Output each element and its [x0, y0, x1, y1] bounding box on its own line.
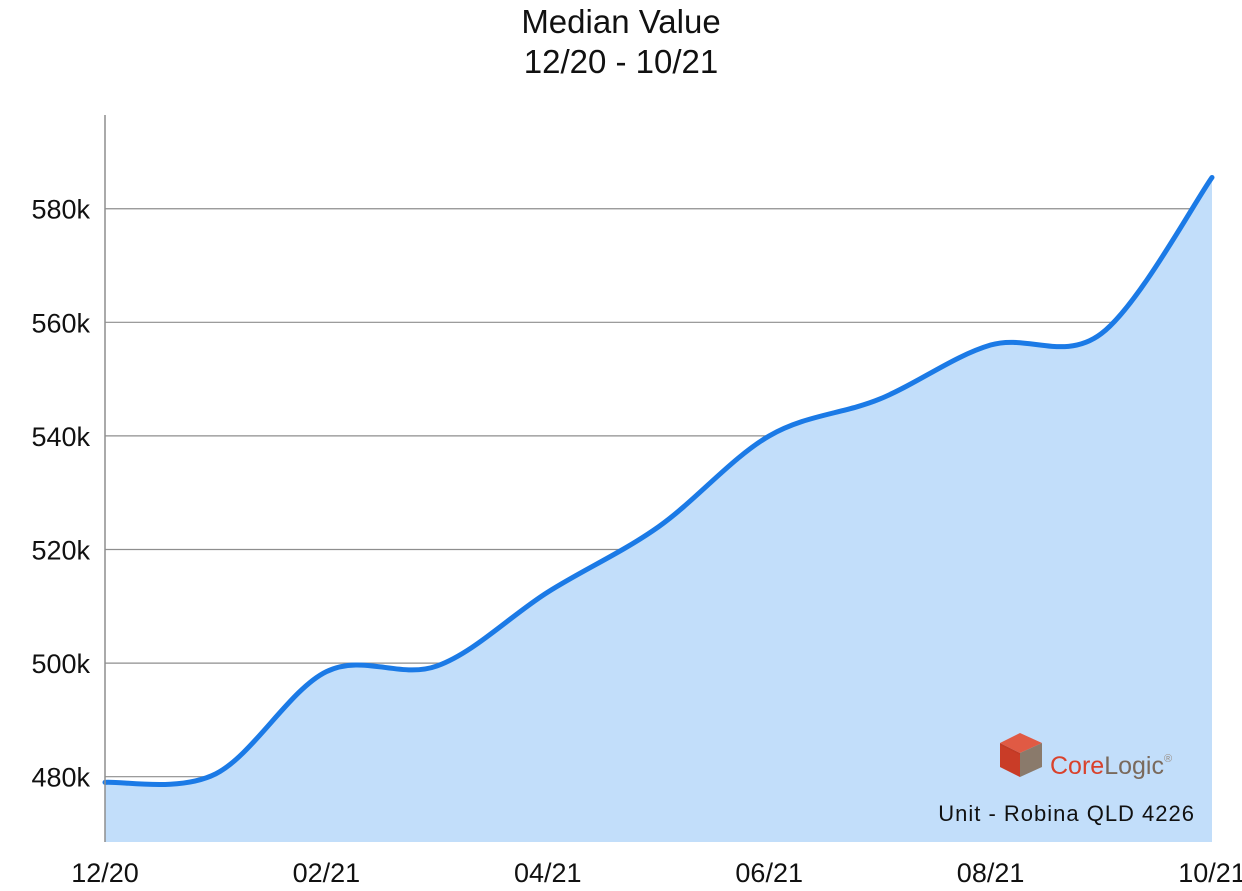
- chart-subtitle: 12/20 - 10/21: [523, 43, 719, 80]
- chart-title: Median Value: [521, 3, 721, 40]
- x-tick-label: 08/21: [957, 858, 1025, 888]
- x-tick-label: 02/21: [293, 858, 361, 888]
- x-tick-label: 06/21: [735, 858, 803, 888]
- logo-trademark: ®: [1164, 753, 1172, 765]
- corelogic-logo: CoreLogic®: [1000, 733, 1172, 780]
- logo-logic-text: Logic: [1104, 752, 1164, 780]
- logo-core-text: Core: [1050, 752, 1104, 780]
- y-tick-label: 580k: [31, 195, 90, 225]
- chart-caption: Unit - Robina QLD 4226: [938, 801, 1195, 826]
- x-tick-label: 12/20: [71, 858, 139, 888]
- series-area-fill: [105, 177, 1212, 842]
- svg-text:CoreLogic®: CoreLogic®: [1050, 752, 1172, 780]
- x-tick-label: 04/21: [514, 858, 582, 888]
- y-tick-label: 560k: [31, 308, 90, 338]
- chart-title-block: Median Value 12/20 - 10/21: [0, 2, 1242, 82]
- x-axis-ticks: 12/20 02/21 04/21 06/21 08/21 10/21: [71, 858, 1242, 888]
- y-tick-label: 540k: [31, 422, 90, 452]
- y-tick-label: 500k: [31, 649, 90, 679]
- corelogic-cube-icon: [1000, 733, 1042, 777]
- x-tick-label: 10/21: [1178, 858, 1242, 888]
- y-tick-label: 520k: [31, 535, 90, 565]
- y-axis-ticks: 480k 500k 520k 540k 560k 580k: [31, 195, 90, 793]
- y-tick-label: 480k: [31, 763, 90, 793]
- series-line: [102, 174, 1215, 788]
